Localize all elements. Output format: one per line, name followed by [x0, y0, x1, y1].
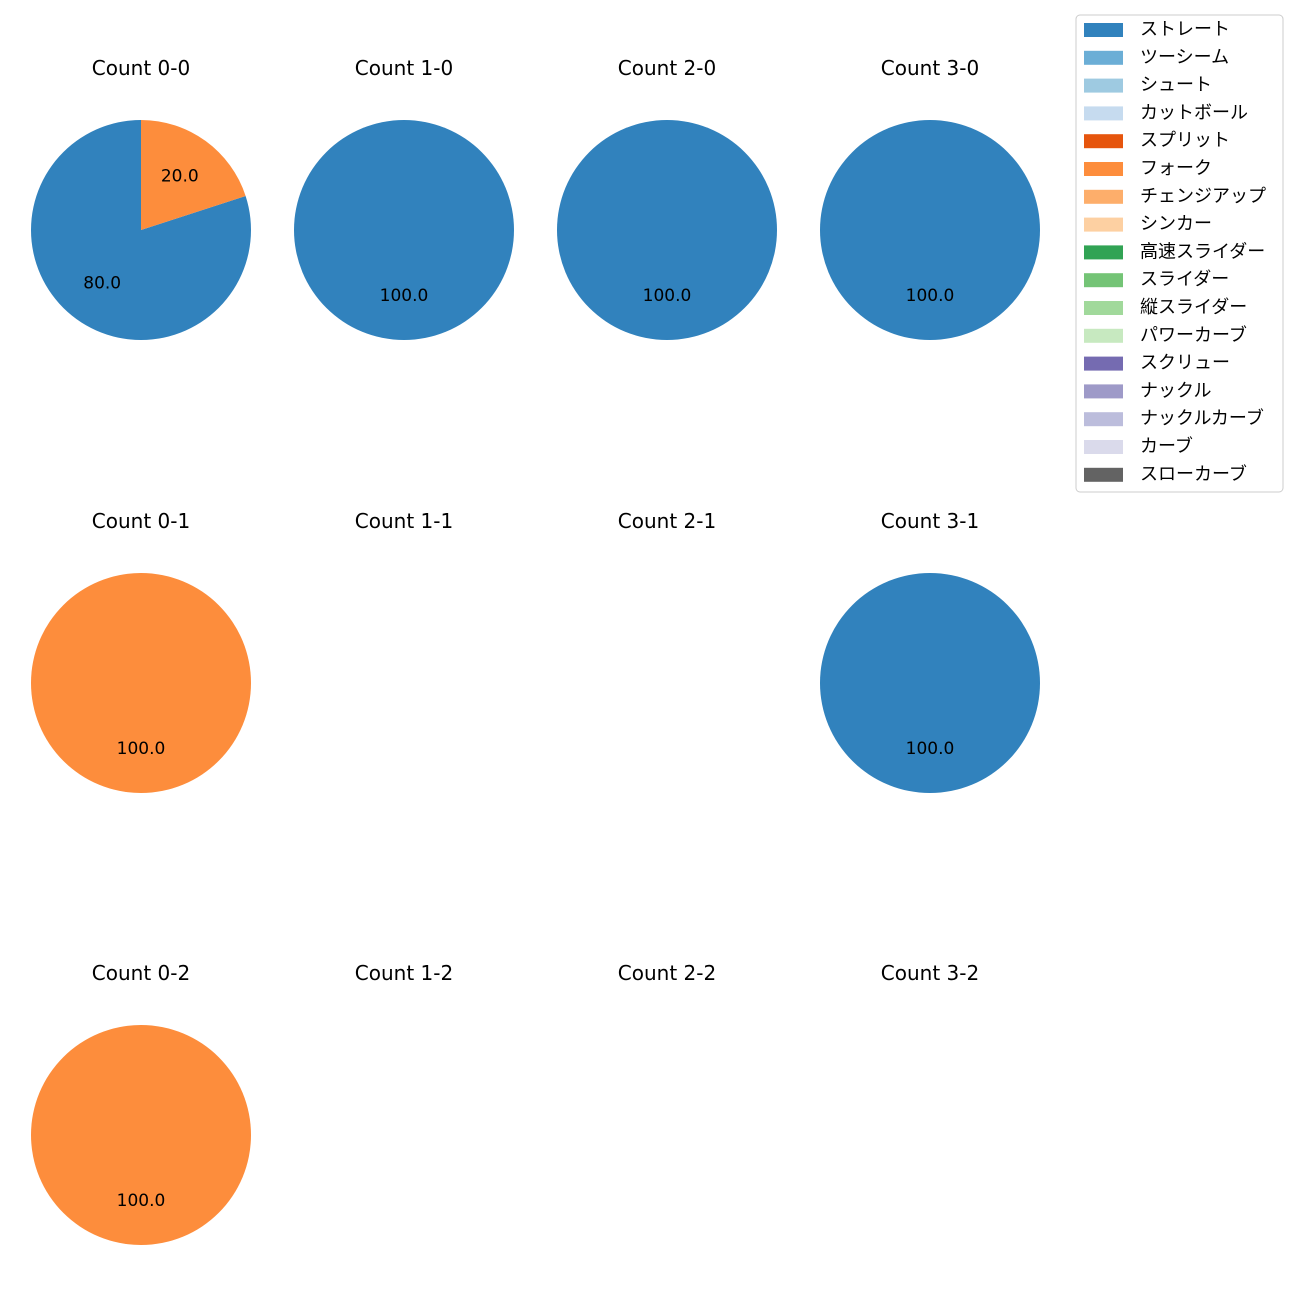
pie-slice	[820, 573, 1040, 793]
pie-slice	[820, 120, 1040, 340]
legend-swatch	[1084, 356, 1123, 371]
slice-label: 80.0	[83, 273, 121, 293]
pie-panel: Count 2-2	[618, 961, 716, 985]
legend-label: カーブ	[1140, 435, 1193, 457]
legend-entry: 高速スライダー	[1084, 241, 1265, 262]
panel-title: Count 3-0	[881, 56, 979, 80]
legend-swatch	[1084, 78, 1123, 93]
pie-panel: Count 2-1	[618, 509, 716, 533]
legend-entry: チェンジアップ	[1084, 186, 1266, 207]
legend-label: シュート	[1140, 75, 1212, 96]
panel-title: Count 3-2	[881, 961, 979, 985]
legend-swatch	[1084, 273, 1123, 288]
legend-swatch	[1084, 328, 1123, 343]
slice-label: 100.0	[906, 739, 955, 759]
legend-swatch	[1084, 384, 1123, 399]
legend-label: スプリット	[1140, 130, 1230, 151]
panel-title: Count 3-1	[881, 509, 979, 533]
legend-entry: スライダー	[1084, 269, 1229, 290]
legend-entry: フォーク	[1084, 158, 1212, 179]
legend-entry: ナックル	[1084, 380, 1211, 401]
pie-slice	[294, 120, 514, 340]
pie-panel: Count 2-0 100.0	[557, 56, 777, 340]
legend-entry: カットボール	[1084, 102, 1248, 123]
panel-title: Count 0-0	[92, 56, 190, 80]
legend-swatch	[1084, 245, 1123, 260]
legend-entry: スプリット	[1084, 130, 1230, 151]
legend-frame	[1075, 14, 1284, 493]
pie-slice	[31, 573, 251, 793]
legend-swatch	[1084, 301, 1123, 315]
slice-label: 100.0	[117, 739, 166, 759]
slice-label: 100.0	[643, 286, 692, 306]
legend-label: スローカーブ	[1140, 463, 1247, 485]
legend-swatch	[1084, 467, 1123, 482]
slice-label: 100.0	[380, 286, 429, 306]
legend-swatch	[1084, 162, 1123, 176]
pie-panel: Count 3-0 100.0	[820, 56, 1040, 340]
legend-label: チェンジアップ	[1140, 186, 1266, 207]
legend-swatch	[1084, 217, 1123, 232]
panel-title: Count 0-2	[92, 961, 190, 985]
legend-entry: スローカーブ	[1084, 463, 1247, 485]
legend-label: 縦スライダー	[1140, 297, 1247, 318]
legend-label: スクリュー	[1140, 353, 1230, 374]
legend-entry: カーブ	[1084, 435, 1193, 457]
slice-label: 100.0	[906, 286, 955, 306]
legend-entry: スクリュー	[1084, 353, 1230, 374]
legend-swatch	[1084, 440, 1123, 454]
panel-title: Count 0-1	[92, 509, 190, 533]
panel-title: Count 2-0	[618, 56, 716, 80]
pie-panel: Count 0-0 80.0 20.0	[30, 56, 251, 340]
panel-title: Count 2-2	[618, 961, 716, 985]
legend-entry: 縦スライダー	[1084, 297, 1247, 318]
legend-entry: パワーカーブ	[1084, 324, 1247, 346]
legend-entry: シンカー	[1084, 214, 1212, 235]
pie-slice	[31, 1025, 251, 1245]
legend-label: フォーク	[1140, 158, 1212, 179]
pie-panel: Count 0-2 100.0	[31, 961, 251, 1245]
legend-label: カットボール	[1140, 102, 1248, 123]
pie-panel: Count 1-1	[355, 509, 453, 533]
legend-label: スライダー	[1140, 269, 1229, 290]
pie-slice	[141, 120, 246, 230]
slice-label: 20.0	[161, 167, 199, 187]
pie-panel: Count 1-2	[355, 961, 453, 985]
legend-swatch	[1084, 412, 1123, 427]
legend-items: ストレートツーシームシュートカットボールスプリットフォークチェンジアップシンカー…	[1084, 19, 1266, 485]
pie-panel: Count 3-1 100.0	[820, 509, 1040, 793]
legend-label: ツーシーム	[1140, 47, 1229, 68]
pie-panel: Count 3-2	[881, 961, 979, 985]
legend-swatch	[1084, 23, 1123, 37]
legend-label: 高速スライダー	[1140, 241, 1265, 262]
legend: ストレートツーシームシュートカットボールスプリットフォークチェンジアップシンカー…	[1075, 14, 1284, 493]
legend-entry: ツーシーム	[1084, 47, 1229, 68]
panel-title: Count 1-1	[355, 509, 453, 533]
pie-slice	[557, 120, 777, 340]
legend-entry: ストレート	[1084, 19, 1230, 40]
legend-label: ナックル	[1140, 380, 1211, 401]
legend-entry: ナックルカーブ	[1084, 407, 1264, 429]
slice-label: 100.0	[117, 1191, 166, 1211]
legend-label: ナックルカーブ	[1140, 407, 1264, 429]
pie-panel: Count 0-1 100.0	[31, 509, 251, 793]
legend-swatch	[1084, 189, 1123, 204]
legend-label: ストレート	[1140, 19, 1230, 40]
legend-label: シンカー	[1140, 214, 1212, 235]
legend-swatch	[1084, 50, 1123, 65]
legend-swatch	[1084, 134, 1123, 149]
panel-title: Count 1-2	[355, 961, 453, 985]
legend-label: パワーカーブ	[1140, 324, 1247, 346]
legend-swatch	[1084, 106, 1123, 121]
panel-title: Count 1-0	[355, 56, 453, 80]
panel-title: Count 2-1	[618, 509, 716, 533]
pie-panel: Count 1-0 100.0	[294, 56, 514, 340]
legend-entry: シュート	[1084, 75, 1212, 96]
